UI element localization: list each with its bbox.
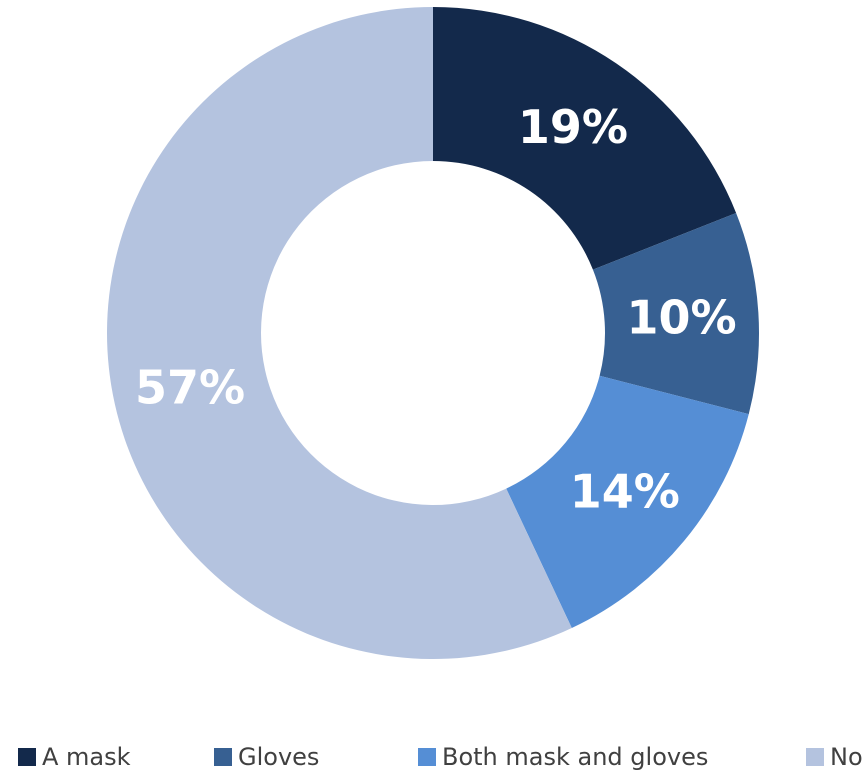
legend-item-both-mask-and-gloves: Both mask and gloves [418, 740, 708, 774]
legend-item-gloves: Gloves [214, 740, 319, 774]
data-labels-group: 19% 10% 14% 57% [135, 100, 737, 519]
legend-label: Both mask and gloves [442, 743, 709, 771]
legend-item-no: No [806, 740, 863, 774]
legend-label: No [830, 743, 863, 771]
legend-swatch [418, 748, 436, 766]
donut-chart-svg: 19% 10% 14% 57% [107, 6, 759, 659]
legend-swatch [18, 748, 36, 766]
slice-a-mask [433, 7, 737, 270]
slice-gloves [592, 212, 759, 415]
legend-item-a-mask: A mask [18, 740, 131, 774]
data-label-a-mask: 19% [518, 100, 628, 154]
data-label-both-mask-and-gloves: 14% [570, 465, 680, 519]
legend-label: Gloves [238, 743, 320, 771]
data-label-no: 57% [135, 360, 245, 414]
slices-group [107, 6, 759, 659]
slice-no [107, 6, 572, 659]
slice-both-mask-and-gloves [506, 375, 749, 628]
legend-swatch [806, 748, 824, 766]
legend-swatch [214, 748, 232, 766]
legend: A mask Gloves Both mask and gloves No [0, 740, 866, 774]
legend-label: A mask [42, 743, 131, 771]
data-label-gloves: 10% [626, 290, 736, 344]
